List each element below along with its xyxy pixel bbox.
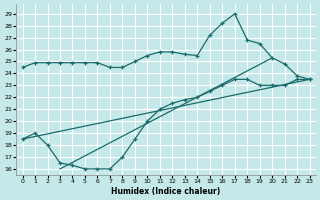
X-axis label: Humidex (Indice chaleur): Humidex (Indice chaleur) — [111, 187, 221, 196]
